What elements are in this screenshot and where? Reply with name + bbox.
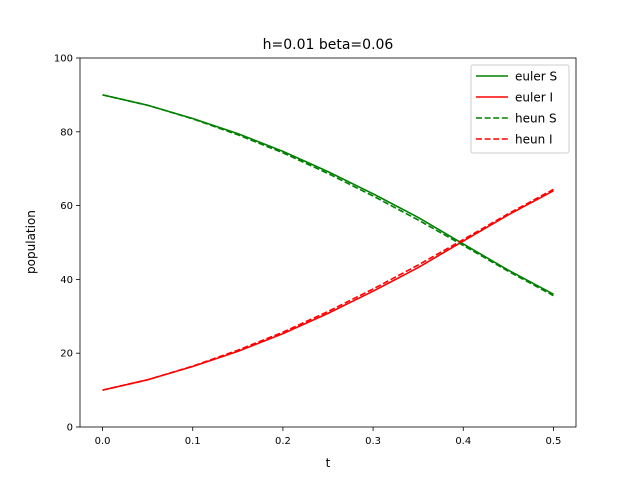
x-axis-label: t bbox=[326, 456, 331, 470]
x-tick-label: 0.1 bbox=[185, 436, 201, 447]
x-tick-label: 0.0 bbox=[95, 436, 111, 447]
chart-title: h=0.01 beta=0.06 bbox=[263, 37, 394, 53]
x-tick-label: 0.3 bbox=[365, 436, 381, 447]
legend-frame bbox=[470, 64, 570, 154]
x-tick-label: 0.5 bbox=[546, 436, 562, 447]
y-tick-label: 40 bbox=[60, 275, 73, 286]
plot-frame bbox=[79, 57, 577, 428]
legend: euler S euler I heun S heun I bbox=[470, 64, 570, 154]
x-tick-label: 0.2 bbox=[275, 436, 291, 447]
y-tick-label: 20 bbox=[60, 349, 73, 360]
y-tick-label: 0 bbox=[67, 423, 73, 434]
x-tick-label: 0.4 bbox=[455, 436, 471, 447]
x-axis-ticks: 0.0 0.1 0.2 0.3 0.4 0.5 bbox=[95, 427, 562, 447]
legend-label: euler I bbox=[515, 91, 553, 105]
y-tick-label: 60 bbox=[60, 201, 73, 212]
legend-label: heun I bbox=[515, 133, 553, 147]
legend-label: euler S bbox=[515, 70, 557, 84]
series-layer bbox=[102, 94, 554, 391]
y-axis-ticks: 0 20 40 60 80 100 bbox=[54, 54, 80, 434]
y-tick-label: 80 bbox=[60, 127, 73, 138]
series-line-heun-S bbox=[102, 94, 554, 297]
y-axis-label: population bbox=[24, 210, 38, 274]
y-tick-label: 100 bbox=[54, 54, 73, 65]
legend-label: heun S bbox=[515, 112, 557, 126]
series-line-heun-I bbox=[102, 188, 554, 391]
